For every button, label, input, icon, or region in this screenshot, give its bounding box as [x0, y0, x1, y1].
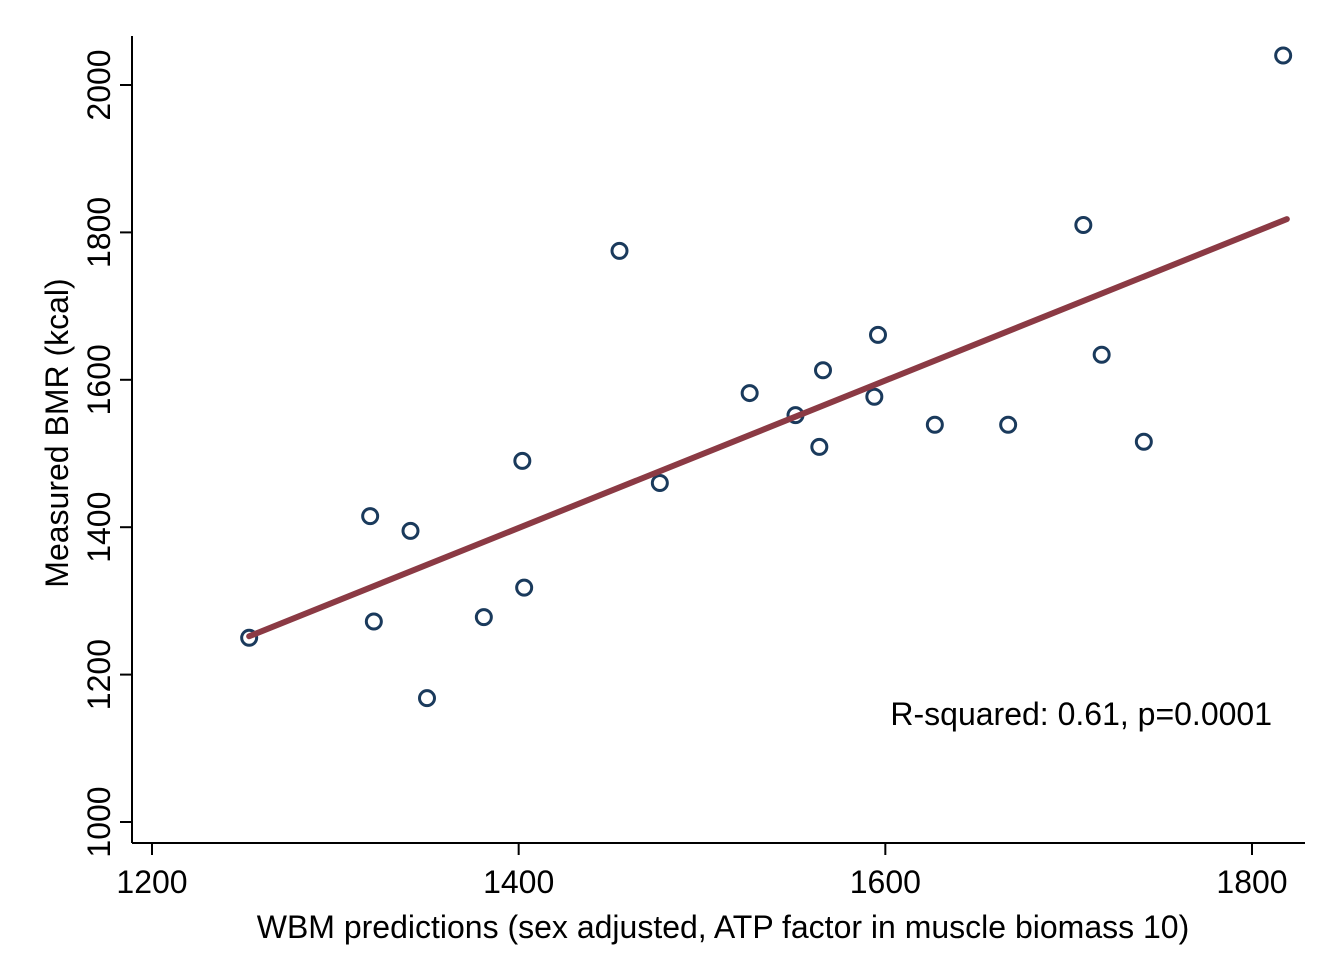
data-point	[361, 507, 380, 526]
data-point	[810, 437, 829, 456]
data-point	[1134, 432, 1153, 451]
r-squared-annotation: R-squared: 0.61, p=0.0001	[890, 696, 1272, 732]
x-axis-title: WBM predictions (sex adjusted, ATP facto…	[257, 909, 1190, 945]
y-tick-label: 1800	[81, 197, 117, 268]
data-point	[610, 241, 629, 260]
data-point	[869, 325, 887, 344]
y-axis-ticks: 1000 1200 1400 1600 1800 2000	[81, 49, 132, 858]
x-tick-label: 1200	[116, 864, 187, 900]
x-axis-ticks: 1200 1400 1600 1800	[116, 843, 1288, 900]
data-point	[865, 387, 884, 406]
y-tick-label: 1400	[81, 492, 117, 563]
x-tick-label: 1600	[850, 864, 921, 900]
data-point	[474, 608, 493, 627]
x-tick-label: 1400	[483, 864, 554, 900]
y-tick-label: 1200	[81, 639, 117, 710]
y-tick-label: 2000	[81, 49, 117, 120]
data-point	[650, 473, 669, 492]
data-point	[1274, 46, 1293, 65]
y-axis-title: Measured BMR (kcal)	[39, 278, 75, 587]
data-point	[515, 578, 534, 597]
data-point	[814, 361, 832, 380]
data-point	[240, 628, 259, 647]
data-point	[1092, 345, 1111, 364]
x-tick-label: 1800	[1216, 864, 1287, 900]
data-point	[401, 521, 420, 540]
y-tick-label: 1000	[81, 786, 117, 857]
fit-line	[246, 216, 1290, 640]
y-tick-label: 1600	[81, 344, 117, 415]
data-point	[740, 384, 759, 403]
data-point	[513, 451, 532, 470]
data-points	[240, 46, 1293, 708]
data-point	[1074, 216, 1093, 235]
data-point	[925, 415, 944, 434]
data-point	[999, 415, 1018, 434]
data-point	[418, 689, 436, 708]
data-point	[364, 612, 383, 631]
